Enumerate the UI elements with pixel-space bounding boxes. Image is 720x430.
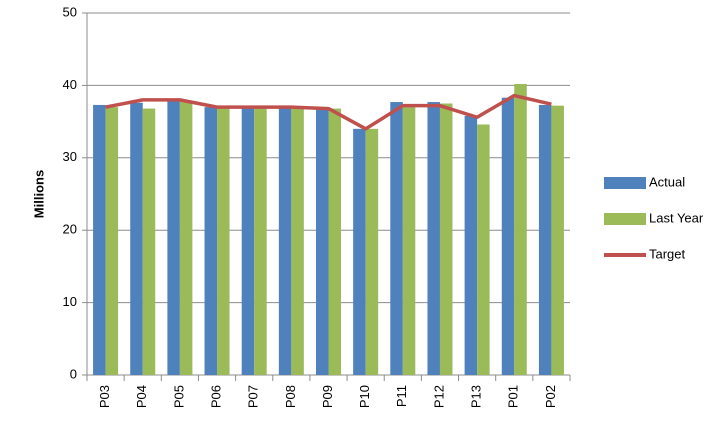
bar (316, 108, 329, 376)
x-tick-label: P10 (357, 385, 372, 408)
y-tick-label: 30 (63, 149, 77, 164)
bar (365, 128, 379, 375)
x-tick-label: P09 (320, 385, 335, 408)
x-tick-label: P08 (283, 385, 298, 408)
bar (217, 108, 230, 376)
legend-label: Target (649, 246, 686, 261)
bar (105, 107, 119, 376)
legend-label: Actual (649, 174, 685, 189)
legend-label: Last Year (649, 210, 704, 225)
bar (278, 107, 292, 376)
bar (514, 83, 527, 376)
bar (291, 107, 304, 376)
bar (142, 108, 156, 376)
x-tick-label: P12 (431, 385, 446, 408)
x-tick-label: P11 (394, 385, 409, 407)
bar (427, 102, 440, 375)
y-tick-label: 0 (70, 366, 77, 381)
x-tick-label: P07 (246, 385, 261, 408)
y-tick-label: 20 (63, 222, 77, 237)
bar (390, 102, 403, 375)
bar (179, 101, 193, 375)
y-tick-label: 10 (63, 294, 77, 309)
bar (477, 124, 490, 375)
bar (241, 105, 255, 375)
bar (439, 103, 453, 375)
bar (464, 115, 478, 376)
line (105, 93, 552, 131)
bar (538, 104, 552, 375)
x-tick-label: P01 (506, 385, 521, 408)
x-tick-label: P02 (543, 385, 558, 408)
x-tick-label: P13 (469, 385, 484, 408)
bar (254, 107, 267, 376)
legend-swatch (604, 213, 646, 225)
x-tick-label: P05 (171, 385, 186, 408)
bar (551, 105, 564, 375)
y-tick-label: 50 (63, 4, 77, 19)
bar (93, 104, 106, 375)
bar (328, 108, 341, 376)
bar (167, 101, 180, 375)
bar (204, 107, 218, 376)
bar (501, 97, 515, 375)
y-axis-label: Millions (31, 170, 46, 218)
bar (402, 107, 416, 376)
legend-swatch (604, 177, 646, 189)
x-tick-label: P03 (97, 385, 112, 408)
bar (130, 102, 143, 375)
bar (353, 128, 366, 375)
y-tick-label: 40 (63, 77, 77, 92)
x-tick-label: P06 (208, 385, 223, 408)
x-tick-label: P04 (134, 385, 149, 408)
